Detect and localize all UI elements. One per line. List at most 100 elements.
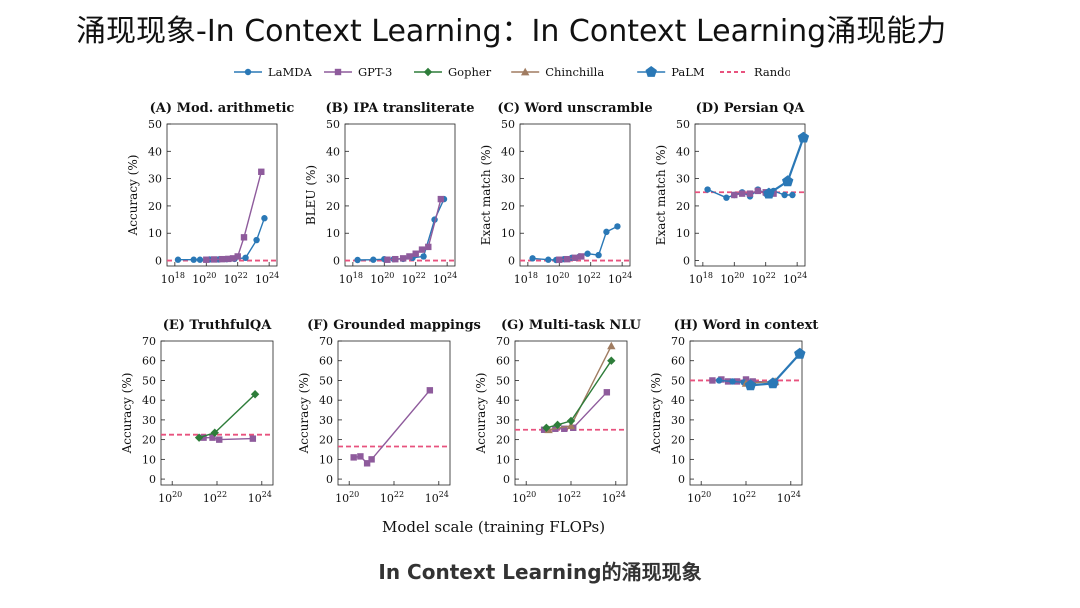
y-tick-label: 30 <box>671 414 685 427</box>
data-point <box>603 389 611 396</box>
y-tick-label: 50 <box>142 374 156 387</box>
y-tick-label: 40 <box>326 145 340 158</box>
legend-marker <box>244 68 252 76</box>
data-point <box>553 420 562 430</box>
data-point <box>240 234 248 241</box>
y-tick-label: 70 <box>319 335 333 348</box>
legend-item-chinchilla: Chinchilla <box>511 65 604 79</box>
axes-frame <box>160 340 274 486</box>
data-point <box>350 454 357 461</box>
y-tick-label: 40 <box>319 394 333 407</box>
series-palm <box>744 347 806 391</box>
axes-frame <box>166 123 278 267</box>
y-tick-label: 0 <box>326 473 333 486</box>
y-tick-label: 50 <box>501 118 515 131</box>
y-tick-label: 10 <box>676 227 690 240</box>
series-gpt-3 <box>200 434 257 443</box>
data-point <box>561 425 568 432</box>
y-tick-label: 40 <box>676 145 690 158</box>
data-point <box>566 416 576 426</box>
y-tick-label: 70 <box>496 335 510 348</box>
data-point <box>209 434 216 441</box>
y-tick-label: 60 <box>496 355 510 368</box>
y-tick-label: 10 <box>671 453 685 466</box>
y-tick-label: 50 <box>319 374 333 387</box>
data-point <box>746 190 754 197</box>
axes-frame <box>694 123 806 267</box>
data-point <box>715 377 723 384</box>
y-tick-label: 10 <box>501 227 515 240</box>
y-tick-label: 20 <box>142 434 156 447</box>
data-point <box>781 191 788 199</box>
series-line <box>178 217 266 261</box>
series-gpt-3 <box>203 168 265 263</box>
x-tick-label: 1022 <box>732 490 756 505</box>
data-point <box>357 453 364 460</box>
data-point <box>709 377 716 384</box>
data-point <box>406 253 413 260</box>
axes-frame <box>689 340 803 486</box>
y-tick-label: 70 <box>142 335 156 348</box>
y-axis-label: BLEU (%) <box>304 165 318 225</box>
x-tick-label: 1024 <box>783 271 807 286</box>
data-point <box>584 250 591 257</box>
y-tick-label: 10 <box>319 453 333 466</box>
data-point <box>370 256 377 263</box>
panel-title: (H) Word in context <box>674 318 819 333</box>
axes-frame <box>337 340 451 486</box>
data-point <box>767 377 779 389</box>
panel-title: (C) Word unscramble <box>497 101 652 116</box>
y-tick-label: 50 <box>496 374 510 387</box>
x-tick-label: 1024 <box>777 490 801 505</box>
data-point <box>571 254 579 262</box>
data-point <box>194 433 204 442</box>
data-point <box>384 256 391 263</box>
data-point <box>563 255 571 263</box>
y-tick-label: 30 <box>148 173 162 186</box>
data-point <box>794 347 806 359</box>
y-tick-label: 20 <box>501 200 515 213</box>
chart-legend: LaMDA GPT-3 Gopher Chinchilla PaLM Random <box>234 65 790 79</box>
data-point <box>744 379 757 391</box>
data-point <box>729 378 736 385</box>
y-tick-label: 50 <box>671 374 685 387</box>
data-point <box>529 255 536 262</box>
data-point <box>234 253 241 260</box>
data-point <box>210 256 218 263</box>
data-point <box>545 256 552 263</box>
panel-title: (D) Persian QA <box>696 101 806 116</box>
x-tick-label: 1022 <box>380 490 404 505</box>
legend-marker <box>334 68 342 76</box>
series-lamda <box>715 377 747 386</box>
y-tick-label: 50 <box>326 118 340 131</box>
legend-item-gopher: Gopher <box>414 65 492 79</box>
legend-marker <box>645 66 657 77</box>
x-tick-label: 1024 <box>608 271 632 286</box>
slide-title: 涌现现象-In Context Learning：In Context Lear… <box>76 14 947 49</box>
data-point <box>249 435 257 442</box>
slide-caption: In Context Learning的涌现现象 <box>378 560 702 584</box>
data-point <box>723 194 730 201</box>
data-point <box>607 341 616 350</box>
data-point <box>542 423 551 432</box>
x-tick-label: 1024 <box>425 490 449 505</box>
data-point <box>242 254 249 262</box>
data-point <box>174 256 182 263</box>
panel-title: (F) Grounded mappings <box>307 318 481 333</box>
panel-title: (B) IPA transliterate <box>325 101 474 116</box>
y-axis-label: Exact match (%) <box>479 145 493 245</box>
y-tick-label: 20 <box>319 434 333 447</box>
data-point <box>595 251 602 259</box>
x-tick-label: 1022 <box>577 271 601 286</box>
y-tick-label: 20 <box>676 200 690 213</box>
data-point <box>196 256 204 263</box>
data-point <box>566 421 576 430</box>
legend-marker <box>521 67 530 76</box>
data-point <box>437 195 445 203</box>
x-tick-label: 1020 <box>720 271 744 286</box>
y-tick-label: 30 <box>142 414 156 427</box>
